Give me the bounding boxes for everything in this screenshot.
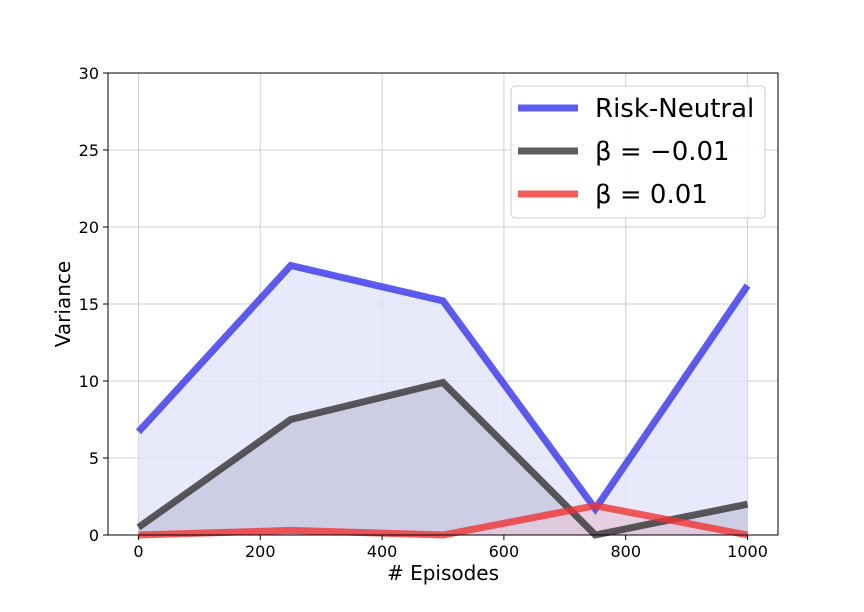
x-tick-label: 0 (133, 542, 143, 561)
legend: Risk-Neutral β = −0.01 β = 0.01 (510, 85, 766, 219)
y-axis-ticks: 0 5 10 15 20 25 30 (79, 64, 108, 545)
y-tick-label: 10 (79, 372, 99, 391)
y-tick-label: 20 (79, 218, 99, 237)
x-tick-label: 800 (610, 542, 641, 561)
legend-label-2: β = 0.01 (595, 180, 708, 210)
legend-box (510, 85, 766, 219)
x-axis-ticks: 0 200 400 600 800 1000 (133, 535, 768, 561)
y-tick-label: 25 (79, 141, 99, 160)
x-tick-label: 1000 (727, 542, 768, 561)
y-tick-label: 15 (79, 295, 99, 314)
y-tick-label: 5 (89, 449, 99, 468)
x-tick-label: 200 (245, 542, 276, 561)
x-tick-label: 600 (489, 542, 520, 561)
y-tick-label: 30 (79, 64, 99, 83)
y-axis-label: Variance (51, 261, 75, 347)
legend-label-0: Risk-Neutral (595, 94, 754, 124)
y-tick-label: 0 (89, 526, 99, 545)
x-axis-label: # Episodes (387, 561, 499, 585)
legend-label-1: β = −0.01 (595, 137, 730, 167)
x-tick-label: 400 (367, 542, 398, 561)
